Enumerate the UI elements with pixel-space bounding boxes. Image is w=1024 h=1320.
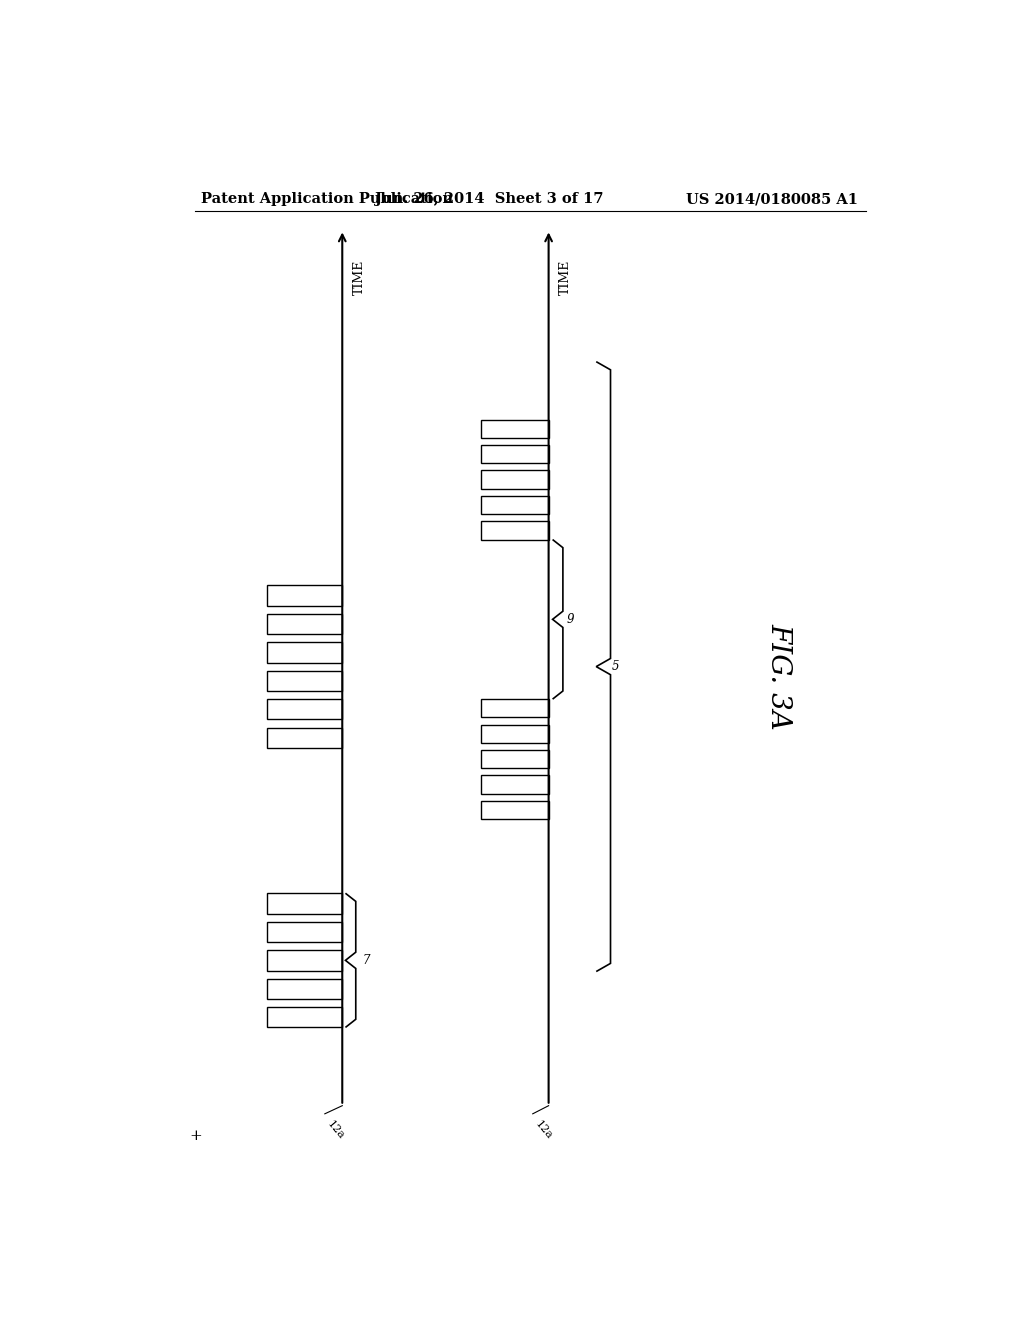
Text: FIG. 3A: FIG. 3A [765, 623, 793, 730]
Bar [481, 496, 549, 515]
Text: US 2014/0180085 A1: US 2014/0180085 A1 [686, 191, 858, 206]
Bar [267, 700, 342, 719]
Bar [267, 614, 342, 634]
Bar [481, 470, 549, 488]
Bar [481, 420, 549, 438]
Text: Patent Application Publication: Patent Application Publication [201, 191, 453, 206]
Bar [267, 921, 342, 942]
Text: 12a: 12a [325, 1119, 346, 1142]
Bar [481, 750, 549, 768]
Bar [481, 725, 549, 743]
Text: +: + [189, 1129, 202, 1143]
Bar [481, 521, 549, 540]
Bar [267, 894, 342, 913]
Bar [267, 643, 342, 663]
Text: 7: 7 [362, 954, 370, 966]
Bar [267, 671, 342, 690]
Text: TIME: TIME [352, 260, 366, 296]
Bar [267, 727, 342, 748]
Bar [267, 950, 342, 970]
Bar [481, 700, 549, 718]
Bar [267, 585, 342, 606]
Text: 12a: 12a [532, 1119, 554, 1142]
Bar [267, 1007, 342, 1027]
Bar [481, 445, 549, 463]
Bar [481, 801, 549, 818]
Text: 5: 5 [612, 660, 620, 673]
Text: 9: 9 [567, 612, 574, 626]
Text: TIME: TIME [559, 260, 572, 296]
Bar [481, 775, 549, 793]
Text: Jun. 26, 2014  Sheet 3 of 17: Jun. 26, 2014 Sheet 3 of 17 [375, 191, 603, 206]
Bar [267, 978, 342, 999]
